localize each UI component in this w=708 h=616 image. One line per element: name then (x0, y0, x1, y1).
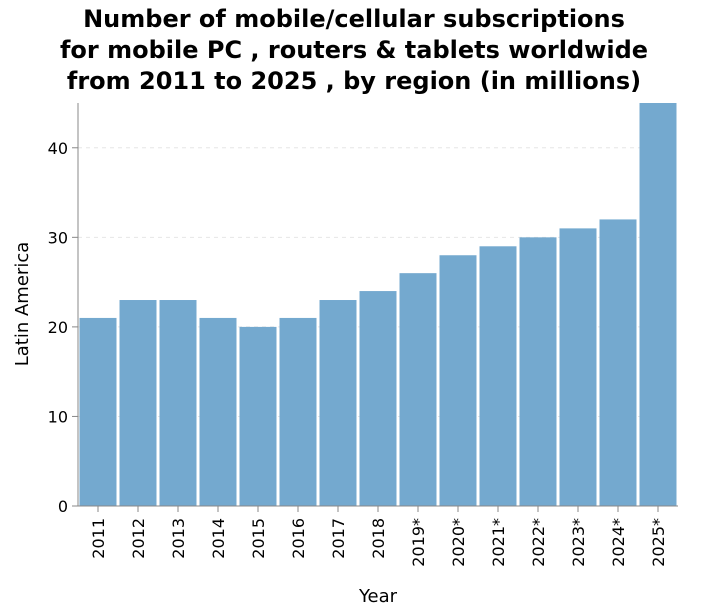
x-axis-title: Year (358, 586, 398, 607)
x-tick-label: 2011 (89, 518, 108, 559)
y-tick-label: 10 (48, 407, 68, 426)
bar-2011 (80, 318, 117, 506)
bar-2025-est (640, 103, 677, 506)
x-tick-label: 2013 (169, 518, 188, 559)
bar-2013 (160, 300, 197, 506)
bar-2017 (320, 300, 357, 506)
x-tick-label: 2018 (369, 518, 388, 559)
y-tick-label: 0 (58, 497, 68, 516)
bar-2014 (200, 318, 237, 506)
x-tick-label: 2012 (129, 518, 148, 559)
bar-2021-est (480, 246, 517, 506)
x-tick-label: 2024* (609, 518, 628, 567)
x-tick-label: 2015 (249, 518, 268, 559)
x-tick-label: 2019* (409, 518, 428, 567)
bar-2019-est (400, 273, 437, 506)
x-tick-label: 2025* (649, 518, 668, 567)
bar-2020-est (440, 255, 477, 506)
y-axis-title: Latin America (12, 242, 33, 367)
y-tick-label: 30 (48, 228, 68, 247)
x-tick-label: 2017 (329, 518, 348, 559)
bar-2015 (240, 327, 277, 506)
bar-2024-est (600, 219, 637, 506)
y-tick-label: 40 (48, 139, 68, 158)
x-tick-label: 2021* (489, 518, 508, 567)
bar-2022-est (520, 237, 557, 506)
bar-2023-est (560, 228, 597, 506)
bar-2018 (360, 291, 397, 506)
x-tick-label: 2016 (289, 518, 308, 559)
bars (80, 103, 677, 506)
bar-2012 (120, 300, 157, 506)
bar-2016 (280, 318, 317, 506)
x-tick-label: 2022* (529, 518, 548, 567)
x-tick-label: 2023* (569, 518, 588, 567)
y-tick-label: 20 (48, 318, 68, 337)
x-tick-label: 2014 (209, 518, 228, 559)
x-tick-label: 2020* (449, 518, 468, 567)
